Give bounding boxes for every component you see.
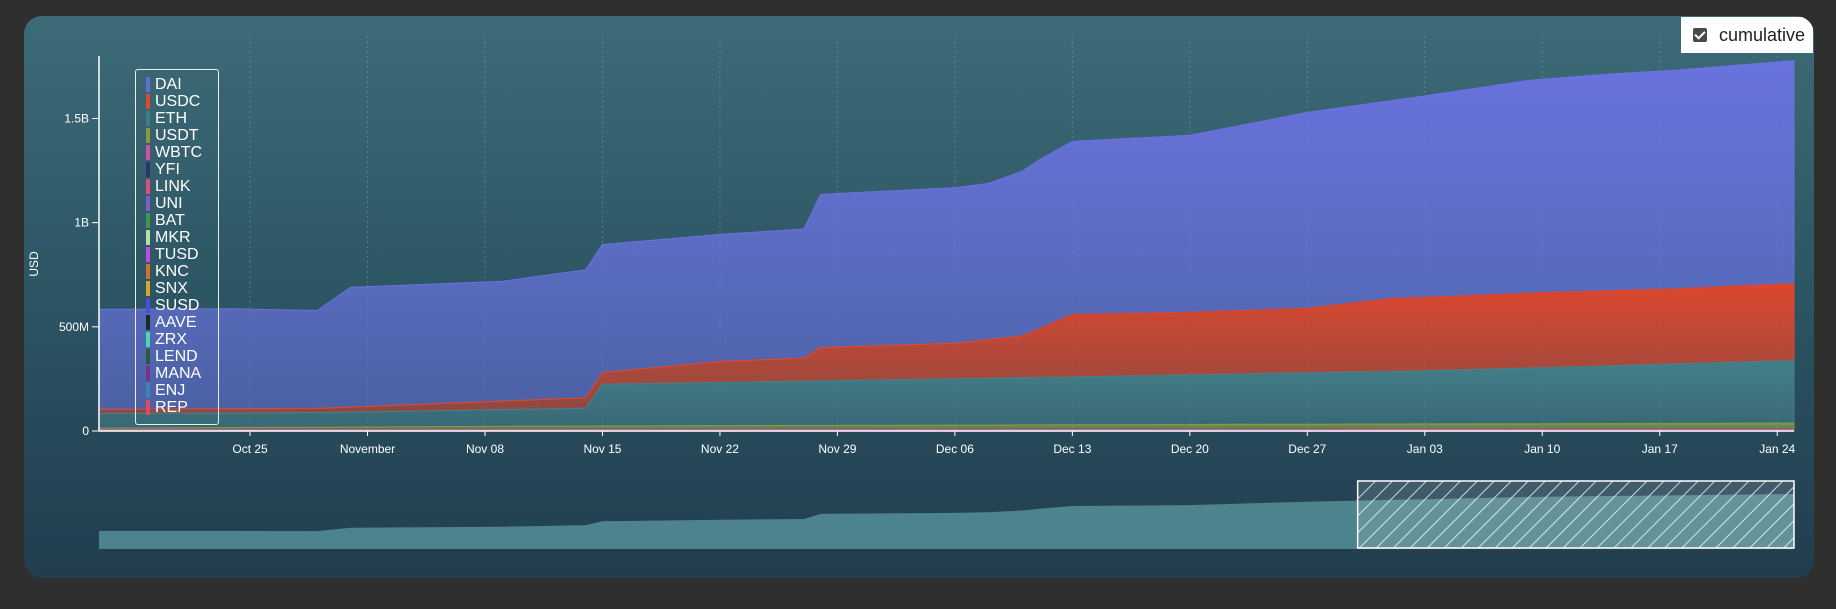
legend-swatch bbox=[146, 162, 150, 177]
x-tick-label: Nov 08 bbox=[466, 442, 504, 456]
legend-label: MKR bbox=[155, 229, 191, 246]
legend-swatch bbox=[146, 400, 150, 415]
legend-swatch bbox=[146, 264, 150, 279]
legend-item[interactable]: WBTC bbox=[146, 144, 218, 161]
legend-swatch bbox=[146, 281, 150, 296]
legend-label: BAT bbox=[155, 212, 185, 229]
legend-swatch bbox=[146, 77, 150, 92]
legend-label: REP bbox=[155, 399, 188, 416]
legend: DAI USDC ETH USDT WBTC YFI LINK UNI BAT MKR TUSD KN… bbox=[135, 69, 219, 425]
overview-navigator[interactable] bbox=[99, 480, 1795, 549]
legend-item[interactable]: USDC bbox=[146, 93, 218, 110]
legend-label: ZRX bbox=[155, 331, 187, 348]
x-tick-label: Nov 22 bbox=[701, 442, 739, 456]
legend-swatch bbox=[146, 315, 150, 330]
legend-item[interactable]: KNC bbox=[146, 263, 218, 280]
legend-label: DAI bbox=[155, 76, 182, 93]
legend-swatch bbox=[146, 332, 150, 347]
legend-label: USDT bbox=[155, 127, 199, 144]
legend-swatch bbox=[146, 349, 150, 364]
legend-item[interactable]: UNI bbox=[146, 195, 218, 212]
legend-item[interactable]: ETH bbox=[146, 110, 218, 127]
cumulative-label: cumulative bbox=[1719, 24, 1806, 45]
legend-item[interactable]: MKR bbox=[146, 229, 218, 246]
legend-item[interactable]: ZRX bbox=[146, 331, 218, 348]
x-tick-label: Oct 25 bbox=[232, 442, 268, 456]
legend-label: AAVE bbox=[155, 314, 197, 331]
legend-label: UNI bbox=[155, 195, 183, 212]
legend-item[interactable]: SNX bbox=[146, 280, 218, 297]
x-tick-label: Jan 10 bbox=[1524, 442, 1560, 456]
legend-label: KNC bbox=[155, 263, 189, 280]
legend-swatch bbox=[146, 298, 150, 313]
axes: Oct 25 November Nov 08 Nov 15 Nov 22 Nov 29 De… bbox=[59, 56, 1796, 456]
overview-brush[interactable] bbox=[1356, 480, 1795, 549]
legend-label: MANA bbox=[155, 365, 202, 382]
legend-item[interactable]: TUSD bbox=[146, 246, 218, 263]
legend-swatch bbox=[146, 145, 150, 160]
x-tick-label: Jan 24 bbox=[1759, 442, 1795, 456]
legend-swatch bbox=[146, 179, 150, 194]
legend-item[interactable]: LINK bbox=[146, 178, 218, 195]
legend-item[interactable]: REP bbox=[146, 399, 218, 416]
legend-item[interactable]: USDT bbox=[146, 127, 218, 144]
legend-item[interactable]: MANA bbox=[146, 365, 218, 382]
legend-swatch bbox=[146, 366, 150, 381]
legend-swatch bbox=[146, 94, 150, 109]
legend-item[interactable]: BAT bbox=[146, 212, 218, 229]
cumulative-checkbox[interactable] bbox=[1693, 28, 1707, 42]
cumulative-toggle[interactable]: cumulative bbox=[1681, 17, 1813, 53]
y-axis-label: USD bbox=[27, 251, 41, 277]
x-tick-label: Jan 03 bbox=[1407, 442, 1443, 456]
legend-swatch bbox=[146, 230, 150, 245]
legend-item[interactable]: ENJ bbox=[146, 382, 218, 399]
x-tick-label: November bbox=[340, 442, 395, 456]
legend-item[interactable]: DAI bbox=[146, 76, 218, 93]
chart-card: Oct 25 November Nov 08 Nov 15 Nov 22 Nov 29 De… bbox=[24, 16, 1814, 578]
legend-item[interactable]: YFI bbox=[146, 161, 218, 178]
x-tick-label: Dec 06 bbox=[936, 442, 974, 456]
legend-item[interactable]: SUSD bbox=[146, 297, 218, 314]
legend-label: LEND bbox=[155, 348, 198, 365]
legend-item[interactable]: LEND bbox=[146, 348, 218, 365]
chart-svg[interactable]: Oct 25 November Nov 08 Nov 15 Nov 22 Nov 29 De… bbox=[24, 16, 1814, 578]
legend-label: LINK bbox=[155, 178, 191, 195]
legend-label: TUSD bbox=[155, 246, 199, 263]
x-tick-label: Dec 27 bbox=[1288, 442, 1326, 456]
area-series[interactable] bbox=[98, 60, 1795, 432]
legend-label: WBTC bbox=[155, 144, 203, 161]
y-tick-label: 500M bbox=[59, 320, 89, 334]
x-tick-label: Dec 13 bbox=[1053, 442, 1091, 456]
legend-label: YFI bbox=[155, 161, 180, 178]
legend-label: ETH bbox=[155, 110, 187, 127]
x-tick-label: Nov 29 bbox=[818, 442, 856, 456]
x-tick-label: Nov 15 bbox=[583, 442, 621, 456]
legend-swatch bbox=[146, 128, 150, 143]
legend-label: ENJ bbox=[155, 382, 186, 399]
legend-swatch bbox=[146, 383, 150, 398]
legend-label: SUSD bbox=[155, 297, 200, 314]
legend-label: SNX bbox=[155, 280, 188, 297]
y-tick-label: 0 bbox=[82, 424, 89, 438]
x-tick-label: Dec 20 bbox=[1171, 442, 1209, 456]
legend-swatch bbox=[146, 247, 150, 262]
y-tick-label: 1.5B bbox=[64, 112, 89, 126]
y-tick-label: 1B bbox=[74, 216, 89, 230]
legend-swatch bbox=[146, 213, 150, 228]
legend-swatch bbox=[146, 196, 150, 211]
x-tick-label: Jan 17 bbox=[1642, 442, 1678, 456]
legend-item[interactable]: AAVE bbox=[146, 314, 218, 331]
legend-label: USDC bbox=[155, 93, 201, 110]
legend-swatch bbox=[146, 111, 150, 126]
